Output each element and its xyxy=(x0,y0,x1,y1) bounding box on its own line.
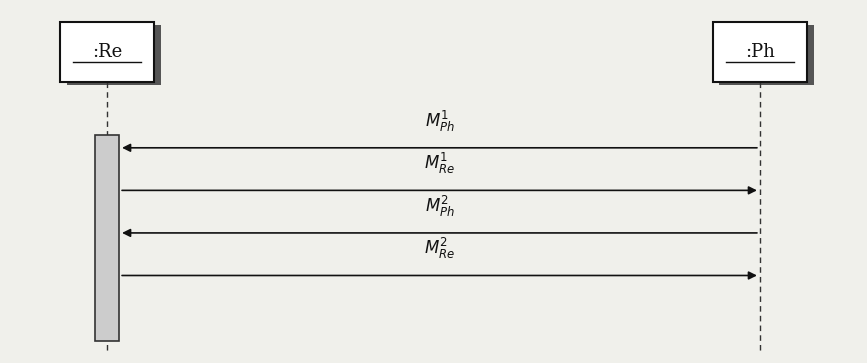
Text: $M_{Ph}^{1}$: $M_{Ph}^{1}$ xyxy=(425,109,454,134)
Bar xyxy=(720,25,814,85)
Text: $M_{Re}^{1}$: $M_{Re}^{1}$ xyxy=(424,151,455,176)
Text: :Ph: :Ph xyxy=(745,43,775,61)
Bar xyxy=(713,22,807,82)
Bar xyxy=(95,135,120,341)
Text: :Re: :Re xyxy=(92,43,122,61)
Text: $M_{Ph}^{2}$: $M_{Ph}^{2}$ xyxy=(425,193,454,219)
Bar xyxy=(60,22,154,82)
Text: $M_{Re}^{2}$: $M_{Re}^{2}$ xyxy=(424,236,455,261)
Bar xyxy=(67,25,161,85)
